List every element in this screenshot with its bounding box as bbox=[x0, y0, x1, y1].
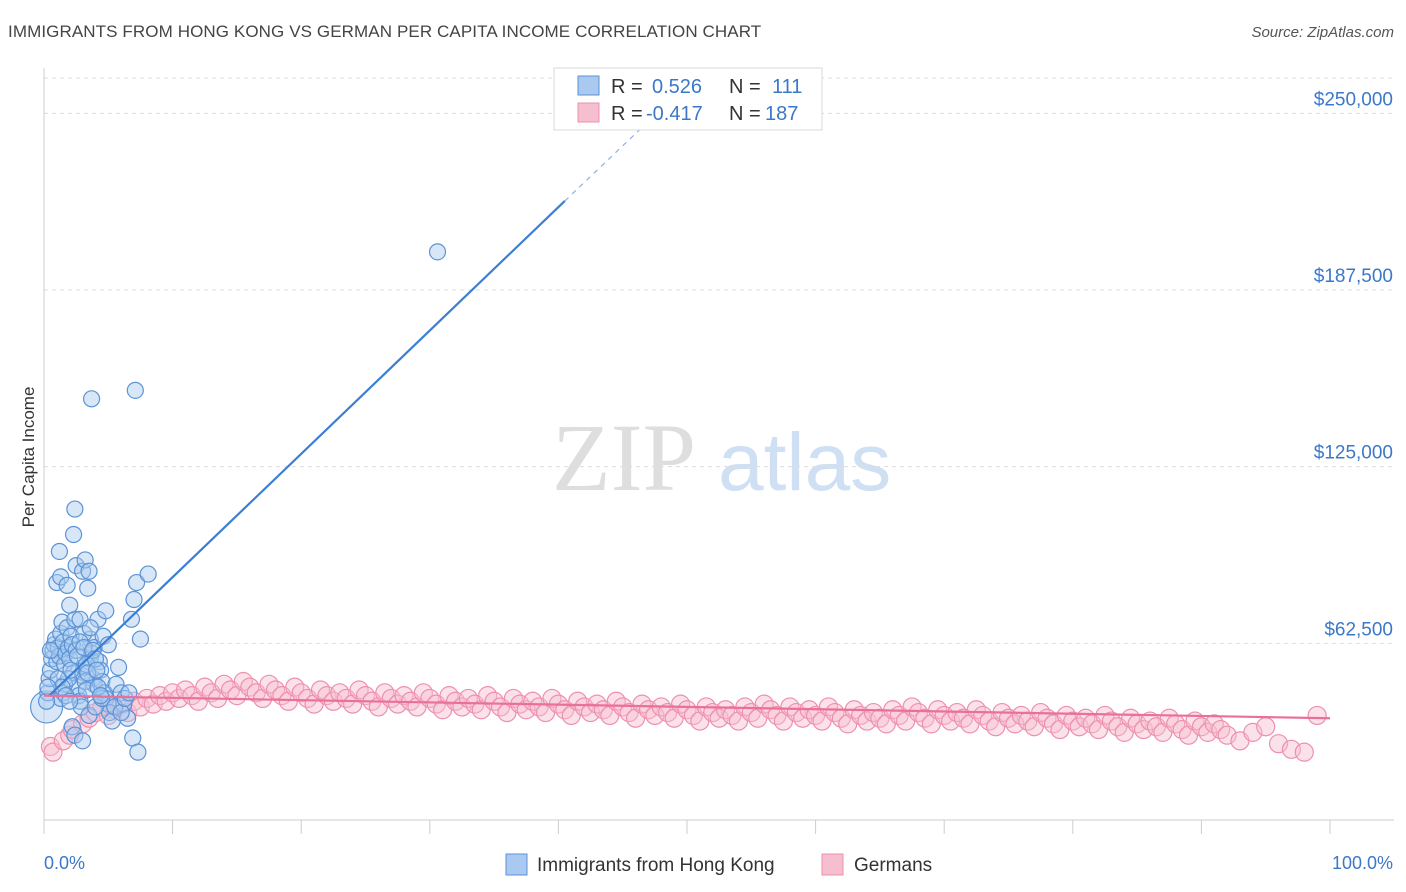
hongkong-point bbox=[64, 525, 83, 544]
legend-swatch-germans bbox=[577, 102, 600, 123]
hongkong-point bbox=[122, 610, 141, 628]
legend-r-label-1: R = bbox=[611, 76, 643, 98]
hongkong-points bbox=[29, 243, 447, 761]
legend-r-label-2: R = bbox=[611, 103, 643, 125]
bottom-swatch-hongkong bbox=[505, 853, 528, 876]
legend-n-label-2: N = bbox=[729, 103, 761, 125]
hongkong-point bbox=[112, 703, 130, 722]
hongkong-point bbox=[80, 562, 98, 580]
hongkong-point bbox=[88, 661, 106, 679]
germans-points bbox=[40, 671, 1327, 762]
hongkong-point bbox=[97, 602, 115, 620]
hongkong-point bbox=[428, 243, 447, 261]
legend-r-value-2: -0.417 bbox=[646, 103, 703, 125]
hongkong-point bbox=[107, 675, 125, 693]
hongkong-point bbox=[125, 590, 143, 609]
hongkong-point bbox=[41, 641, 60, 660]
hongkong-point bbox=[61, 692, 79, 710]
watermark-atlas: atlas bbox=[718, 417, 891, 508]
legend-n-value-1: 111 bbox=[772, 76, 802, 98]
hongkong-point bbox=[76, 551, 94, 569]
germans-trend-line bbox=[43, 694, 1331, 720]
hongkong-point bbox=[93, 689, 111, 708]
hongkong-point bbox=[109, 658, 128, 676]
stats-legend: R = 0.526 N = 111 R = -0.417 N = 187 bbox=[553, 67, 823, 131]
legend-n-label-1: N = bbox=[729, 76, 761, 98]
watermark-zip: ZIP bbox=[552, 404, 696, 511]
hongkong-point bbox=[80, 706, 98, 725]
y-axis-label: Per Capita Income bbox=[19, 387, 38, 528]
hongkong-point bbox=[99, 636, 117, 654]
hongkong-point bbox=[58, 576, 76, 594]
hongkong-point bbox=[139, 565, 157, 583]
gridlines bbox=[44, 77, 1394, 644]
legend-n-value-2: 187 bbox=[765, 103, 798, 125]
bottom-legend-hongkong: Immigrants from Hong Kong bbox=[537, 855, 775, 876]
y-tick-label: $187,500 bbox=[1314, 266, 1393, 287]
chart-title: IMMIGRANTS FROM HONG KONG VS GERMAN PER … bbox=[8, 22, 762, 41]
hongkong-point bbox=[50, 542, 69, 561]
y-tick-label: $125,000 bbox=[1314, 443, 1393, 464]
hongkong-point bbox=[126, 381, 144, 399]
source-label: Source: ZipAtlas.com bbox=[1251, 24, 1394, 41]
bottom-swatch-germans bbox=[821, 853, 844, 876]
hongkong-point bbox=[79, 579, 97, 597]
hongkong-point bbox=[86, 698, 105, 716]
hongkong-point bbox=[131, 630, 150, 648]
hongkong-trend-extension bbox=[564, 127, 643, 202]
series-legend: Immigrants from Hong Kong Germans bbox=[505, 853, 932, 876]
y-tick-label: $250,000 bbox=[1314, 89, 1393, 110]
x-tick-label-max: 100.0% bbox=[1332, 853, 1393, 873]
hongkong-point bbox=[120, 684, 138, 702]
germans-point bbox=[1294, 742, 1314, 762]
y-tick-label: $62,500 bbox=[1324, 619, 1393, 640]
tick-labels: $62,500 $125,000 $187,500 $250,000 0.0% 100.0… bbox=[44, 89, 1393, 873]
germans-point bbox=[1256, 717, 1276, 737]
bottom-legend-germans: Germans bbox=[854, 855, 932, 876]
hongkong-point bbox=[129, 743, 147, 761]
hongkong-point bbox=[81, 619, 99, 637]
hongkong-point bbox=[82, 390, 101, 408]
hongkong-point bbox=[127, 573, 146, 592]
legend-r-value-1: 0.526 bbox=[652, 76, 702, 98]
hongkong-point bbox=[37, 692, 56, 710]
hongkong-point bbox=[61, 596, 79, 614]
axes bbox=[43, 68, 1394, 834]
legend-swatch-hongkong bbox=[577, 75, 600, 96]
hongkong-point bbox=[73, 732, 92, 750]
hongkong-point bbox=[52, 568, 70, 586]
hongkong-trend-line bbox=[48, 200, 566, 697]
x-tick-label-min: 0.0% bbox=[44, 853, 85, 873]
hongkong-point bbox=[66, 500, 84, 518]
germans-point bbox=[1307, 705, 1327, 726]
trend-lines bbox=[43, 127, 1331, 720]
hongkong-point bbox=[62, 661, 80, 679]
